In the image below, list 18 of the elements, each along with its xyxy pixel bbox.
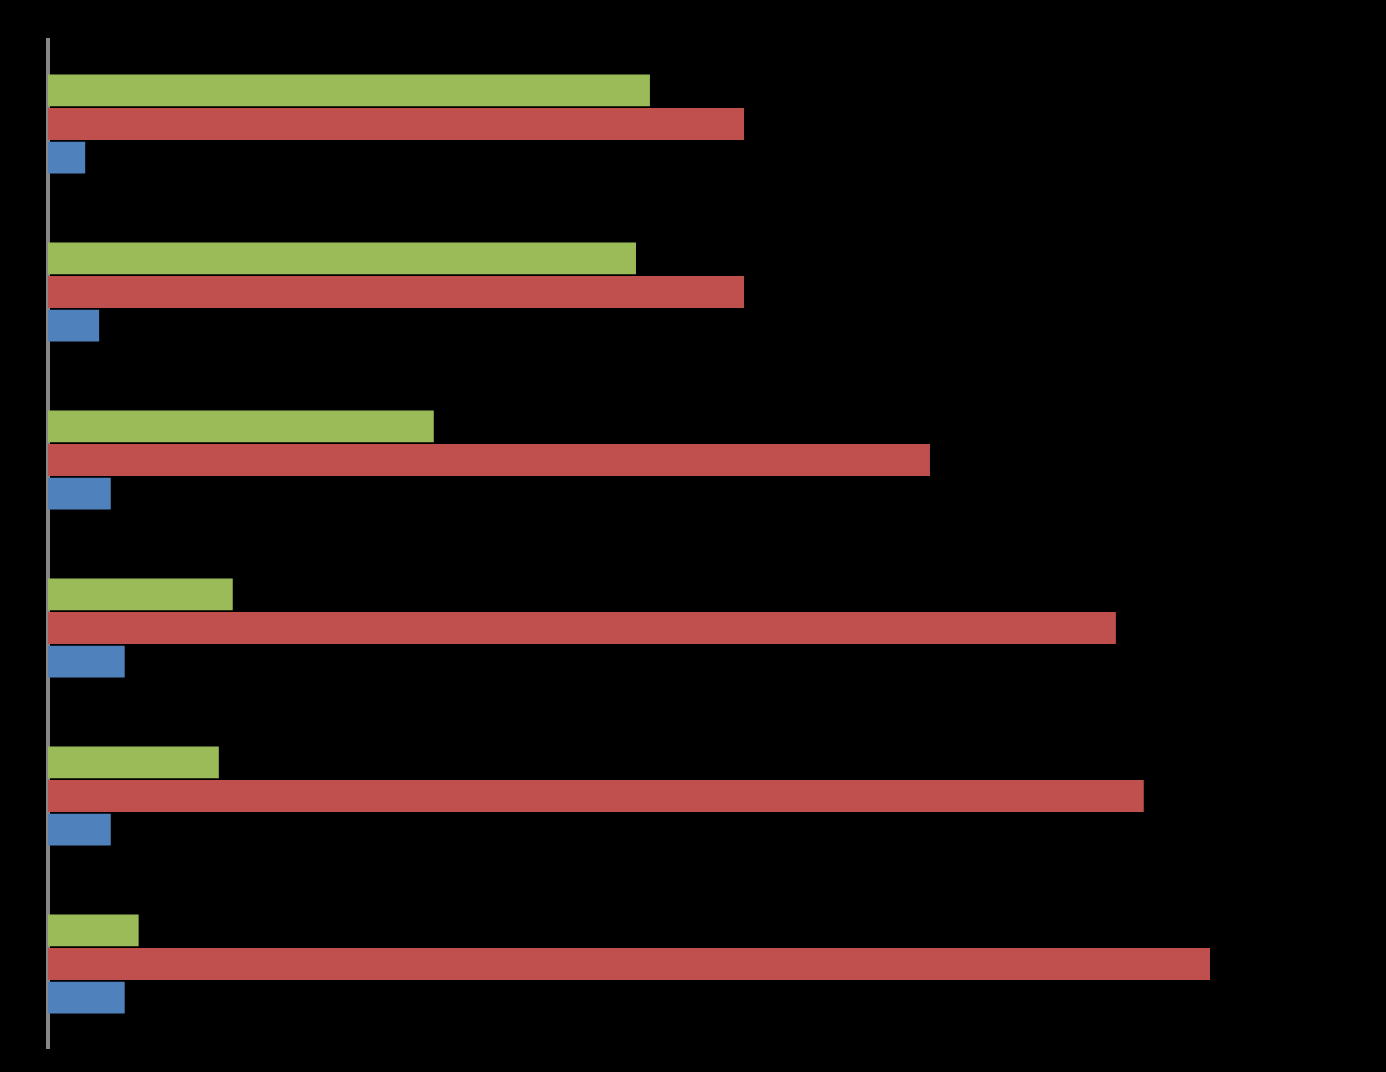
bar	[48, 276, 745, 308]
bar	[48, 914, 139, 947]
bar	[48, 578, 233, 611]
bar	[48, 477, 111, 510]
bar	[48, 141, 86, 174]
bar	[48, 645, 125, 678]
bar	[48, 108, 745, 140]
bar	[48, 981, 125, 1014]
bar	[48, 410, 434, 443]
bar	[48, 746, 219, 779]
bar	[48, 444, 930, 476]
bar	[48, 813, 111, 846]
bar	[48, 242, 636, 275]
bar	[48, 74, 650, 107]
bar	[48, 780, 1144, 812]
bar	[48, 612, 1116, 644]
bar	[48, 948, 1210, 980]
bar	[48, 309, 100, 342]
